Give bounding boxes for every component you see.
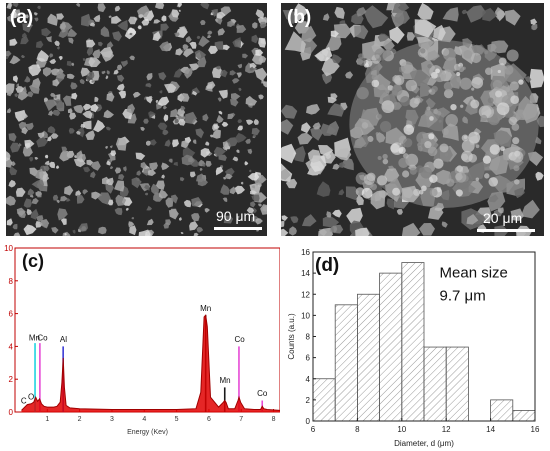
y-tick-label-c: 10 [4,244,13,253]
histogram-bar [379,272,403,422]
histogram-bar [334,304,358,422]
x-axis-label-c: Energy (Kev) [127,429,168,436]
peak-label: C [21,397,27,406]
y-tick-label-d: 6 [306,354,311,363]
scale-bar-label-b: 20 μm [483,210,523,226]
y-axis-label-d: Counts (a.u.) [287,313,296,360]
x-axis-label-d: Diameter, d (μm) [394,439,454,448]
x-tick-label-c: 4 [142,416,146,423]
y-tick-label-c: 8 [9,277,14,286]
x-tick-label-d: 16 [531,425,540,434]
y-tick-label-d: 14 [301,269,310,278]
x-tick-label-d: 6 [311,425,316,434]
histogram-bar [312,378,336,422]
peak-label: Co [257,389,268,398]
histogram-bar [401,262,425,422]
x-tick-label-c: 8 [272,416,276,423]
panel-label-d: (d) [315,255,339,276]
peak-label: Mn [200,304,211,313]
peak-label: Mn [29,333,40,342]
x-tick-label-c: 5 [175,416,179,423]
y-tick-label-d: 8 [306,333,311,342]
size-histogram-chart: (d) 0 2 4 6 8 10 12 14 16 6 8 10 12 14 16 Diameter, d (… [287,248,540,448]
x-tick-label-c: 3 [110,416,114,423]
peak-label: Al [60,335,67,344]
sem-texture-a [6,3,267,236]
x-tick-label-d: 14 [486,425,495,434]
sem-image-b: (b) 20 μm [281,3,544,236]
x-tick-label-c: 7 [239,416,243,423]
scale-bar-label-a: 90 μm [216,208,256,224]
x-tick-label-c: 2 [78,416,82,423]
sem-image-a: (a) 90 μm [6,3,267,236]
scale-bar-b [477,229,535,232]
y-tick-label-d: 2 [306,396,311,405]
histogram-bar [490,399,514,422]
x-tick-label-d: 12 [442,425,451,434]
peak-label: Co [234,335,245,344]
mean-size-annotation: Mean size [440,264,508,281]
histogram-bar [357,293,381,422]
histogram-bar [423,346,447,422]
mean-size-annotation: 9.7 μm [440,287,486,304]
peak-label: O [28,393,34,402]
y-tick-label-d: 4 [306,375,311,384]
x-tick-label-d: 8 [355,425,360,434]
plot-frame-c [14,247,280,413]
spectrum-line [21,314,280,411]
y-tick-label-c: 0 [9,408,14,417]
panel-label-b: (b) [287,7,312,28]
panel-label-c: (c) [22,251,44,271]
peak-label: Co [37,333,48,342]
x-tick-label-d: 10 [397,425,406,434]
y-tick-label-d: 12 [301,290,310,299]
peak-label: Mn [219,376,230,385]
y-tick-label-d: 16 [301,248,310,257]
y-tick-label-c: 4 [9,342,14,351]
x-tick-label-c: 6 [207,416,211,423]
scale-bar-a [214,227,262,230]
y-tick-label-d: 0 [306,417,311,426]
x-tick-label-c: 1 [45,416,49,423]
histogram-bar [445,346,469,422]
y-tick-label-c: 2 [9,375,14,384]
y-tick-label-c: 6 [9,310,14,319]
y-tick-label-d: 10 [301,311,310,320]
sem-texture-b [281,3,544,236]
panel-label-a: (a) [10,7,34,28]
histogram-bar [512,410,536,422]
